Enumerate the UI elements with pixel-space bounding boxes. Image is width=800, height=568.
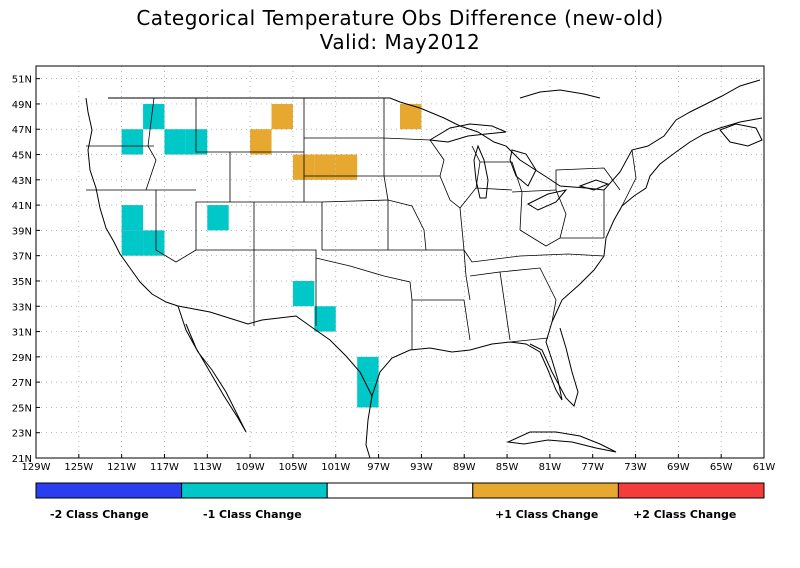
lon-tick-label: 101W xyxy=(321,462,350,473)
lake-erie xyxy=(526,189,568,211)
cuba xyxy=(506,431,617,453)
cell-minus1 xyxy=(292,280,315,307)
legend-label-minus2: -2 Class Change xyxy=(50,508,149,521)
lat-tick-label: 21N xyxy=(12,454,32,465)
lon-tick-label: 93W xyxy=(410,462,433,473)
lat-tick-label: 43N xyxy=(12,176,32,187)
legend-swatch xyxy=(181,482,328,499)
anomaly-cells xyxy=(121,103,422,408)
lon-tick-label: 69W xyxy=(667,462,690,473)
mexico-gulf-coast xyxy=(365,395,373,459)
lon-tick-label: 105W xyxy=(278,462,307,473)
lat-tick-label: 45N xyxy=(12,151,32,162)
lon-tick-label: 97W xyxy=(367,462,390,473)
cell-minus1 xyxy=(121,205,144,231)
lon-tick-label: 73W xyxy=(624,462,647,473)
lat-tick-label: 41N xyxy=(12,201,32,212)
lon-tick-label: 81W xyxy=(539,462,562,473)
cell-plus1 xyxy=(400,103,422,130)
cell-plus1 xyxy=(335,154,358,180)
legend-swatch xyxy=(35,482,183,499)
map-subtitle: Valid: May2012 xyxy=(319,30,481,54)
lon-tick-label: 77W xyxy=(581,462,604,473)
mexico-border xyxy=(177,305,373,397)
lon-tick-label: 85W xyxy=(496,462,519,473)
axis-labels: 129W 125W 121W 117W 113W 109W 105W 101W 97W 93W 89… xyxy=(12,75,776,473)
cell-minus1 xyxy=(143,230,165,256)
hudson-bay-shore xyxy=(519,89,601,99)
lon-tick-label: 125W xyxy=(64,462,93,473)
cell-minus1 xyxy=(357,382,379,408)
lake-huron xyxy=(509,149,537,187)
lat-tick-label: 39N xyxy=(12,226,32,237)
lat-tick-label: 25N xyxy=(12,403,32,414)
baja-peninsula xyxy=(177,305,247,433)
legend-swatch xyxy=(326,482,474,499)
cell-minus1 xyxy=(143,103,165,130)
lat-tick-label: 23N xyxy=(12,429,32,440)
cell-minus1 xyxy=(164,129,186,155)
cell-minus1 xyxy=(314,306,336,332)
map-frame xyxy=(35,65,765,459)
lon-tick-label: 129W xyxy=(22,462,51,473)
gulf-coast xyxy=(371,321,563,401)
lat-tick-label: 37N xyxy=(12,252,32,263)
cell-minus1 xyxy=(121,129,144,155)
cell-plus1 xyxy=(314,154,336,180)
cell-minus1 xyxy=(121,230,144,256)
lat-tick-label: 51N xyxy=(12,75,32,86)
lon-tick-label: 109W xyxy=(236,462,265,473)
state-lines xyxy=(86,97,637,350)
newfoundland xyxy=(719,123,763,147)
map-title: Categorical Temperature Obs Difference (… xyxy=(136,6,664,30)
florida xyxy=(529,327,579,407)
legend-label-plus2: +2 Class Change xyxy=(633,508,737,521)
legend-swatch xyxy=(617,482,765,499)
legend-swatch xyxy=(472,482,619,499)
lake-ontario xyxy=(578,179,610,191)
canada-border xyxy=(108,79,761,191)
lake-michigan xyxy=(473,144,489,199)
cell-minus1 xyxy=(207,205,229,231)
lat-tick-label: 49N xyxy=(12,100,32,111)
map-gridlines xyxy=(36,66,764,458)
legend-color-bar xyxy=(35,482,765,499)
cell-minus1 xyxy=(357,356,379,383)
lake-superior xyxy=(428,123,507,143)
lon-tick-label: 113W xyxy=(193,462,222,473)
lon-tick-label: 65W xyxy=(710,462,733,473)
lon-tick-label: 89W xyxy=(453,462,476,473)
lat-tick-label: 29N xyxy=(12,353,32,364)
lat-tick-label: 31N xyxy=(12,328,32,339)
lon-tick-label: 117W xyxy=(150,462,179,473)
cell-plus1 xyxy=(271,103,293,130)
lat-tick-label: 35N xyxy=(12,277,32,288)
east-coast xyxy=(551,117,763,323)
lon-tick-label: 61W xyxy=(753,462,776,473)
legend-label-plus1: +1 Class Change xyxy=(495,508,599,521)
lat-tick-label: 27N xyxy=(12,378,32,389)
legend-label-minus1: -1 Class Change xyxy=(203,508,302,521)
us-basemap xyxy=(85,79,763,459)
cell-minus1 xyxy=(185,129,208,155)
lat-tick-label: 33N xyxy=(12,302,32,313)
lon-tick-label: 121W xyxy=(107,462,136,473)
cell-plus1 xyxy=(250,129,272,155)
west-coast-outline xyxy=(85,97,179,307)
lat-tick-label: 47N xyxy=(12,125,32,136)
